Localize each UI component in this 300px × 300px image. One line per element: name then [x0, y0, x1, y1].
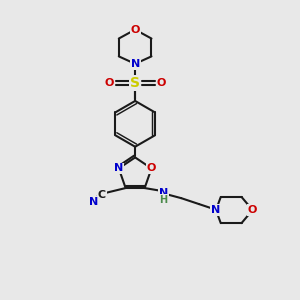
Text: N: N	[130, 59, 140, 69]
Text: N: N	[159, 188, 168, 198]
Text: O: O	[147, 164, 156, 173]
Text: H: H	[160, 195, 168, 205]
Text: N: N	[212, 205, 220, 215]
Text: O: O	[157, 78, 166, 88]
Text: O: O	[130, 25, 140, 34]
Text: S: S	[130, 76, 140, 90]
Text: O: O	[104, 78, 114, 88]
Text: N: N	[114, 164, 123, 173]
Text: O: O	[248, 205, 257, 215]
Text: N: N	[89, 197, 98, 207]
Text: C: C	[98, 190, 106, 200]
